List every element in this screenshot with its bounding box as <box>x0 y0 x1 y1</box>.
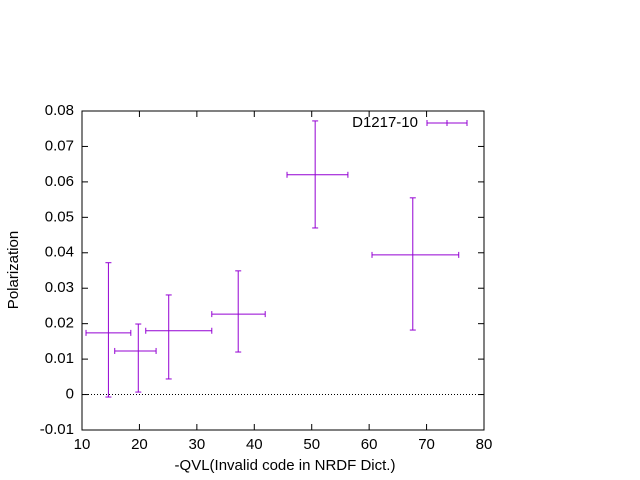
y-tick-label: 0.08 <box>45 102 74 119</box>
x-tick-label: 60 <box>361 436 378 453</box>
x-tick-label: 40 <box>246 436 263 453</box>
y-tick-label: 0 <box>66 386 74 403</box>
x-tick-label: 10 <box>74 436 91 453</box>
y-tick-label: 0.02 <box>45 315 74 332</box>
x-tick-label: 50 <box>303 436 320 453</box>
y-tick-label: 0.03 <box>45 279 74 296</box>
y-tick-label: 0.04 <box>45 244 74 261</box>
plot-frame <box>81 110 485 431</box>
y-tick-label: 0.06 <box>45 173 74 190</box>
x-axis-label: -QVL(Invalid code in NRDF Dict.) <box>175 457 396 474</box>
y-tick-label: 0.07 <box>45 137 74 154</box>
legend-label: D1217-10 <box>352 114 418 131</box>
x-tick-label: 20 <box>131 436 148 453</box>
x-tick-label: 70 <box>418 436 435 453</box>
x-tick-label: 80 <box>476 436 493 453</box>
x-tick-label: 30 <box>189 436 206 453</box>
y-axis-label: Polarization <box>5 231 22 309</box>
y-tick-label: 0.05 <box>45 208 74 225</box>
y-tick-label: 0.01 <box>45 350 74 367</box>
y-tick-label: -0.01 <box>40 421 74 438</box>
